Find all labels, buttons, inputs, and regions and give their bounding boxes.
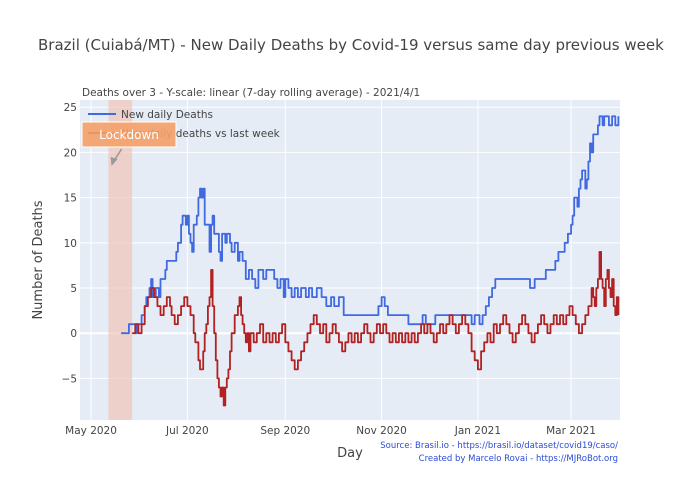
annotation-arrow	[113, 148, 123, 161]
x-tick-label-4: Jan 2021	[454, 425, 501, 437]
y-tick-label-4: 15	[64, 193, 77, 205]
plot-area	[80, 100, 620, 420]
source-line-2: Created by Marcelo Rovai - https://MJRoB…	[419, 454, 618, 464]
series-line-1	[132, 251, 620, 407]
x-tick-label-2: Sep 2020	[260, 425, 310, 437]
source-line-1: Source: Brasil.io - https://brasil.io/da…	[380, 441, 618, 451]
series-lines	[121, 115, 620, 407]
y-tick-label-1: 0	[70, 328, 77, 340]
annotation-box	[81, 121, 177, 148]
y-axis-label: Number of Deaths	[31, 200, 46, 319]
annotation-arrowhead	[110, 156, 118, 166]
x-tick-label-0: May 2020	[65, 425, 117, 437]
y-tick-label-6: 25	[64, 102, 77, 114]
lockdown-shaded-region	[108, 100, 133, 420]
gridlines	[80, 100, 620, 420]
y-tick-label-2: 5	[70, 283, 77, 295]
chart-title: Brazil (Cuiabá/MT) - New Daily Deaths by…	[38, 36, 664, 54]
y-tick-label-3: 10	[64, 238, 77, 250]
x-axis-label: Day	[337, 446, 363, 461]
lockdown-annotation: Lockdown	[81, 121, 177, 166]
annotation-text: Lockdown	[99, 128, 159, 142]
x-axis-ticks: May 2020 Jul 2020 Sep 2020 Nov 2020 Jan 2021…	[65, 425, 596, 437]
y-tick-label-5: 20	[64, 147, 77, 159]
x-tick-label-5: Mar 2021	[546, 425, 596, 437]
series-line-0	[121, 115, 620, 335]
x-tick-label-1: Jul 2020	[165, 425, 209, 437]
y-axis-ticks: −5 0 5 10 15 20 25	[62, 102, 77, 385]
y-tick-label-0: −5	[62, 373, 77, 385]
x-tick-label-3: Nov 2020	[356, 425, 407, 437]
chart-subtitle: Deaths over 3 - Y-scale: linear (7-day r…	[82, 87, 420, 99]
legend-label-new-daily-deaths: New daily Deaths	[121, 109, 213, 121]
